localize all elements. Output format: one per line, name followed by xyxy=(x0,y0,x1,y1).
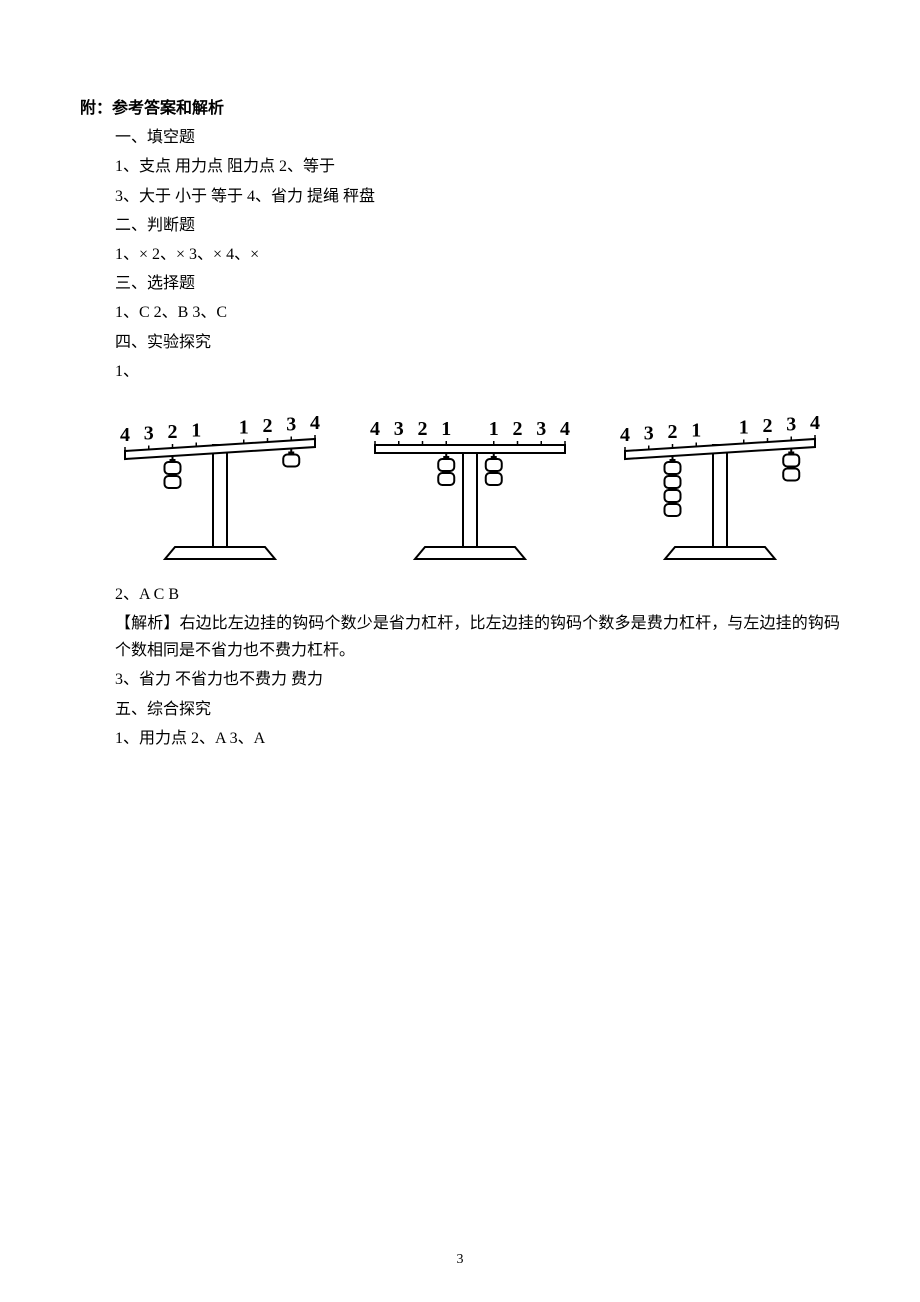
svg-text:3: 3 xyxy=(286,413,296,435)
svg-text:2: 2 xyxy=(418,418,428,440)
svg-text:3: 3 xyxy=(536,418,546,440)
svg-text:1: 1 xyxy=(191,419,201,441)
svg-text:2: 2 xyxy=(513,418,523,440)
svg-text:4: 4 xyxy=(810,412,820,434)
svg-text:4: 4 xyxy=(620,424,630,446)
section4-title: 四、实验探究 xyxy=(115,329,840,356)
svg-text:2: 2 xyxy=(168,421,178,443)
svg-text:1: 1 xyxy=(441,418,451,440)
section1-line1: 1、支点 用力点 阻力点 2、等于 xyxy=(115,153,840,180)
section3-title: 三、选择题 xyxy=(115,270,840,297)
section4-item2: 2、A C B xyxy=(115,581,840,608)
svg-text:4: 4 xyxy=(370,418,380,440)
section4-item3: 3、省力 不省力也不费力 费力 xyxy=(115,666,840,693)
svg-text:1: 1 xyxy=(739,416,749,438)
lever-diagram-row: 432112344321123443211234 xyxy=(95,407,840,567)
section4-item1: 1、 xyxy=(115,358,840,385)
svg-text:3: 3 xyxy=(786,413,796,435)
section4-explain: 【解析】右边比左边挂的钩码个数少是省力杠杆，比左边挂的钩码个数多是费力杠杆，与左… xyxy=(115,610,840,664)
section2-line1: 1、× 2、× 3、× 4、× xyxy=(115,241,840,268)
svg-text:4: 4 xyxy=(310,412,320,434)
section1-title: 一、填空题 xyxy=(115,124,840,151)
section5-title: 五、综合探究 xyxy=(115,696,840,723)
section3-line1: 1、C 2、B 3、C xyxy=(115,299,840,326)
svg-text:2: 2 xyxy=(763,415,773,437)
page: 附：参考答案和解析 一、填空题 1、支点 用力点 阻力点 2、等于 3、大于 小… xyxy=(0,0,920,1302)
svg-text:2: 2 xyxy=(263,415,273,437)
svg-text:4: 4 xyxy=(120,424,130,446)
svg-text:1: 1 xyxy=(691,419,701,441)
lever-diagram-3: 43211234 xyxy=(595,407,845,567)
svg-text:3: 3 xyxy=(394,418,404,440)
svg-text:3: 3 xyxy=(144,422,154,444)
svg-text:1: 1 xyxy=(239,416,249,438)
svg-text:2: 2 xyxy=(668,421,678,443)
heading: 附：参考答案和解析 xyxy=(80,95,840,122)
lever-diagram-1: 43211234 xyxy=(95,407,345,567)
svg-text:3: 3 xyxy=(644,422,654,444)
page-number: 3 xyxy=(0,1248,920,1272)
svg-text:1: 1 xyxy=(489,418,499,440)
section2-title: 二、判断题 xyxy=(115,212,840,239)
section5-line1: 1、用力点 2、A 3、A xyxy=(115,725,840,752)
lever-diagram-2: 43211234 xyxy=(345,407,595,567)
svg-text:4: 4 xyxy=(560,418,570,440)
section1-line2: 3、大于 小于 等于 4、省力 提绳 秤盘 xyxy=(115,183,840,210)
